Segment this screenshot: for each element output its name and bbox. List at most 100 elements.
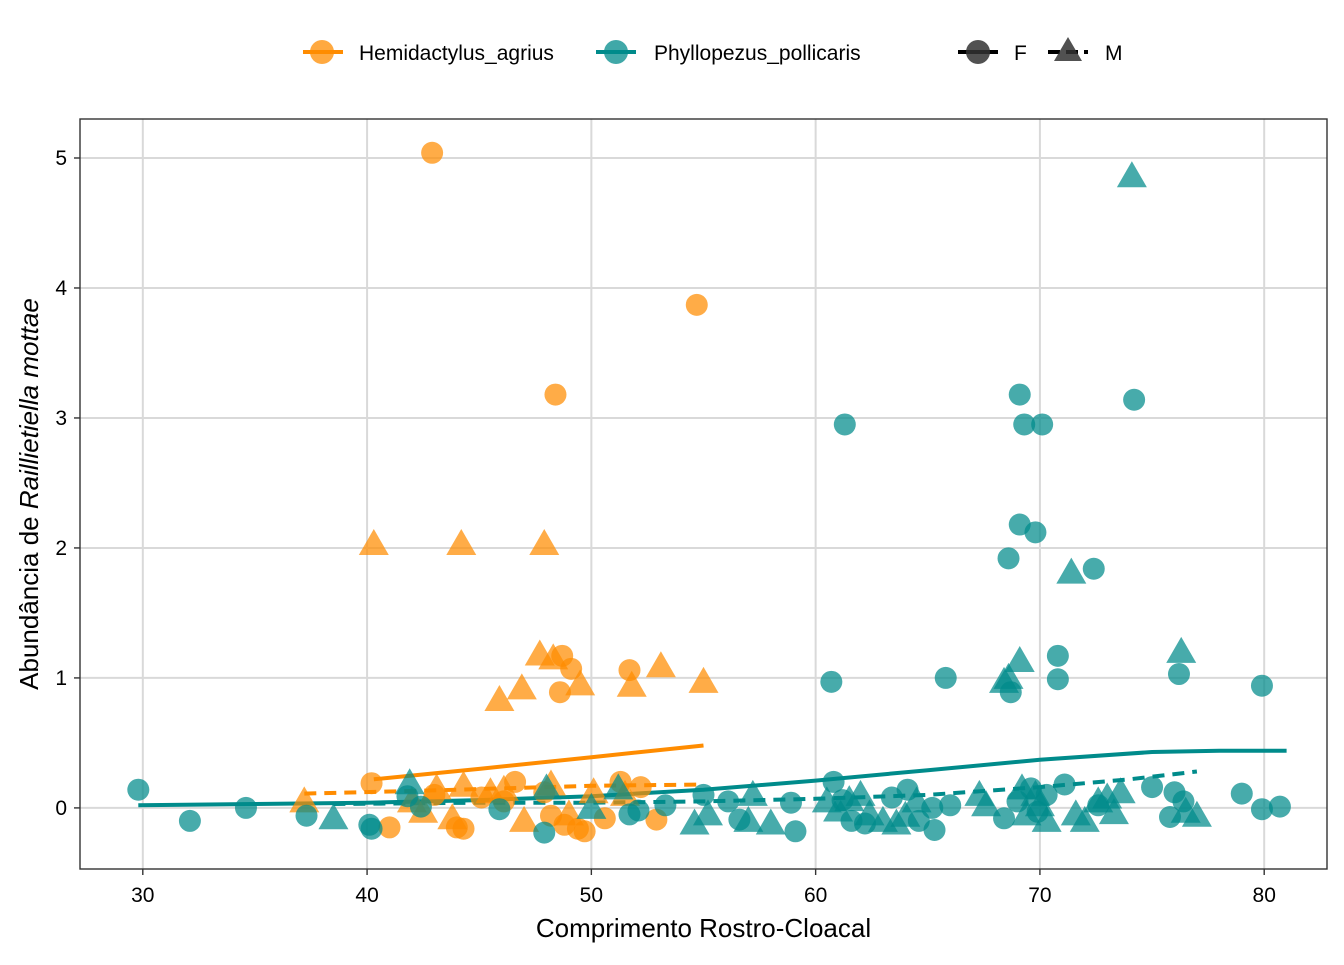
point-phyllopezus-M <box>901 786 932 813</box>
legend-label-male: M <box>1105 42 1123 65</box>
point-phyllopezus-F <box>1053 773 1076 796</box>
x-tick-label: 70 <box>1028 884 1051 907</box>
point-hemidactylus-M <box>616 670 647 697</box>
point-phyllopezus-M <box>1181 800 1212 827</box>
point-hemidactylus-M <box>529 529 560 556</box>
point-hemidactylus-F <box>421 141 444 164</box>
point-phyllopezus-M <box>1098 798 1129 825</box>
point-phyllopezus-M <box>1004 646 1035 673</box>
point-phyllopezus-F <box>1024 521 1047 544</box>
legend-item-hemidactylus: Hemidactylus_agrius <box>303 40 554 65</box>
x-axis-title: Comprimento Rostro-Cloacal <box>536 913 871 943</box>
point-phyllopezus-F <box>1250 674 1273 697</box>
point-phyllopezus-F <box>1268 795 1291 818</box>
legend-key-circle-hemidactylus <box>310 40 334 64</box>
point-hemidactylus-M <box>645 651 676 678</box>
point-phyllopezus-F <box>627 799 650 822</box>
point-hemidactylus-M <box>565 669 596 696</box>
point-phyllopezus-F <box>939 794 962 817</box>
point-phyllopezus-M <box>692 799 723 826</box>
point-phyllopezus-F <box>178 809 201 832</box>
point-phyllopezus-M <box>318 803 349 830</box>
point-hemidactylus-M <box>509 805 540 832</box>
trend-line-hemidactylus-F <box>373 743 704 782</box>
legend-key-circle-phyllopezus <box>604 40 628 64</box>
point-hemidactylus-F <box>685 293 708 316</box>
legend: Hemidactylus_agrius Phyllopezus_pollicar… <box>303 37 1123 65</box>
legend-key-triangle-male <box>1054 37 1082 61</box>
point-phyllopezus-F <box>692 783 715 806</box>
point-phyllopezus-M <box>679 808 710 835</box>
y-axis-title-prefix: Abundância de <box>14 509 44 690</box>
legend-key-circle-female <box>966 40 990 64</box>
point-phyllopezus-F <box>234 796 257 819</box>
y-tick-label: 5 <box>55 147 67 170</box>
point-hemidactylus-F <box>560 657 583 680</box>
y-tick-label: 2 <box>55 537 67 560</box>
point-phyllopezus-F <box>1123 388 1146 411</box>
point-hemidactylus-M <box>358 529 389 556</box>
point-phyllopezus-M <box>1105 777 1136 804</box>
point-hemidactylus-F <box>629 776 652 799</box>
point-phyllopezus-F <box>822 770 845 793</box>
point-phyllopezus-M <box>576 792 607 819</box>
y-axis: 0 1 2 3 4 5 <box>55 147 80 820</box>
point-phyllopezus-F <box>360 817 383 840</box>
point-phyllopezus-F <box>1008 383 1031 406</box>
point-hemidactylus-M <box>421 773 452 800</box>
point-phyllopezus-F <box>1230 782 1253 805</box>
y-tick-label: 0 <box>55 797 67 820</box>
point-phyllopezus-M <box>1056 557 1087 584</box>
point-phyllopezus-F <box>409 795 432 818</box>
point-phyllopezus-F <box>1031 413 1054 436</box>
point-phyllopezus-M <box>1031 805 1062 832</box>
point-hemidactylus-F <box>360 772 383 795</box>
point-hemidactylus-F <box>544 383 567 406</box>
point-hemidactylus-F <box>378 816 401 839</box>
trend-line-phyllopezus-M <box>333 769 1198 806</box>
point-hemidactylus-M <box>578 777 609 804</box>
point-phyllopezus-M <box>1011 799 1042 826</box>
legend-item-male: M <box>1048 37 1123 65</box>
point-hemidactylus-F <box>548 681 571 704</box>
point-phyllopezus-M <box>394 768 425 795</box>
point-hemidactylus-F <box>618 659 641 682</box>
point-hemidactylus-M <box>475 777 506 804</box>
point-phyllopezus-F <box>1046 644 1069 667</box>
y-tick-label: 3 <box>55 407 67 430</box>
point-hemidactylus-F <box>573 820 596 843</box>
point-phyllopezus-F <box>934 666 957 689</box>
point-phyllopezus-F <box>1167 663 1190 686</box>
point-phyllopezus-M <box>733 805 764 832</box>
point-phyllopezus-M <box>1166 636 1197 663</box>
point-hemidactylus-M <box>484 685 515 712</box>
point-phyllopezus-F <box>820 670 843 693</box>
point-hemidactylus-M <box>538 643 569 670</box>
x-tick-label: 40 <box>355 884 378 907</box>
legend-label-hemidactylus: Hemidactylus_agrius <box>359 42 554 65</box>
point-phyllopezus-M <box>1116 161 1147 188</box>
data-points <box>127 141 1291 844</box>
point-hemidactylus-M <box>448 770 479 797</box>
point-phyllopezus-F <box>997 547 1020 570</box>
point-phyllopezus-F <box>488 798 511 821</box>
legend-label-phyllopezus: Phyllopezus_pollicaris <box>654 42 861 65</box>
point-phyllopezus-M <box>737 779 768 806</box>
point-phyllopezus-F <box>1013 413 1036 436</box>
point-phyllopezus-F <box>127 778 150 801</box>
point-phyllopezus-M <box>1069 805 1100 832</box>
point-phyllopezus-M <box>603 773 634 800</box>
y-tick-label: 1 <box>55 667 67 690</box>
x-axis: 30 40 50 60 70 80 <box>131 869 1276 907</box>
x-tick-label: 30 <box>131 884 154 907</box>
legend-label-female: F <box>1014 42 1027 65</box>
point-phyllopezus-M <box>890 800 921 827</box>
point-hemidactylus-M <box>688 666 719 693</box>
point-phyllopezus-F <box>1141 776 1164 799</box>
grid-lines <box>80 119 1327 869</box>
legend-item-female: F <box>958 40 1027 65</box>
point-phyllopezus-F <box>654 794 677 817</box>
point-phyllopezus-M <box>531 773 562 800</box>
